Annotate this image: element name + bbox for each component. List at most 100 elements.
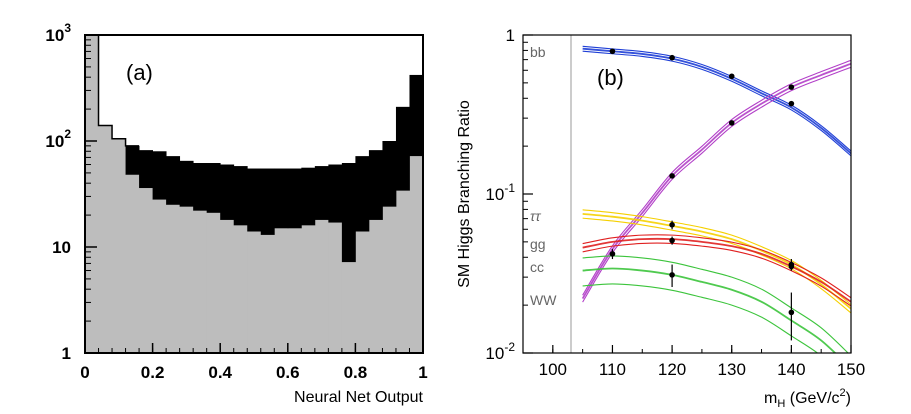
background-bar — [314, 219, 329, 353]
curve-gg-band — [582, 242, 851, 307]
histogram-bars — [85, 34, 424, 353]
background-bar — [166, 204, 181, 353]
x-tick-label: 130 — [718, 360, 746, 379]
xlabel-rest: (GeV/c — [785, 390, 839, 407]
signal-band-bar — [328, 164, 343, 223]
xlabel-close: ) — [846, 390, 851, 407]
channel-label-bb: bb — [530, 44, 546, 60]
data-point — [669, 222, 675, 228]
curve-gg-central — [582, 237, 851, 303]
signal-band-bar — [179, 160, 194, 207]
curve-ww-central — [581, 62, 851, 300]
panel-b-ylabel: SM Higgs Branching Ratio — [456, 100, 473, 288]
curve-cc-band — [582, 255, 849, 353]
panel-b-curves — [581, 45, 851, 353]
data-point — [728, 73, 735, 80]
signal-band-bar — [166, 156, 181, 205]
data-point — [669, 272, 675, 278]
x-tick-label: 0 — [80, 363, 89, 382]
signal-band-bar — [409, 74, 424, 157]
data-point — [609, 251, 616, 257]
xlabel-sup: 2 — [840, 387, 846, 399]
data-point — [609, 48, 616, 55]
background-bar — [301, 225, 316, 353]
signal-band-bar — [382, 141, 397, 207]
panel-b-ticks: 100 110 120 130 140 150 1 10-1 10-2 — [485, 26, 865, 379]
y-tick-label: 102 — [45, 127, 71, 151]
signal-band-bar — [139, 150, 153, 189]
background-bar — [274, 228, 289, 353]
background-bar — [206, 212, 221, 353]
curve-cc-band — [582, 283, 819, 353]
panel-a-frame — [84, 34, 424, 354]
data-point — [788, 309, 795, 316]
channel-label-ww: WW — [530, 292, 557, 308]
background-bar — [328, 222, 343, 353]
x-tick-label: 140 — [777, 360, 805, 379]
y-tick-exponent: 2 — [64, 127, 71, 141]
data-point — [728, 120, 735, 126]
background-bar — [179, 206, 194, 353]
background-bar — [247, 231, 262, 353]
x-tick-label: 1 — [418, 363, 427, 382]
background-bar — [125, 174, 140, 353]
data-point — [788, 84, 795, 90]
xlabel-sub: H — [777, 398, 785, 410]
signal-band-bar — [247, 168, 262, 232]
data-point — [669, 237, 675, 244]
channel-label-cc: cc — [530, 259, 544, 275]
histogram-outline — [85, 34, 140, 147]
background-bar — [395, 190, 410, 353]
background-bar — [341, 262, 356, 353]
background-bar — [409, 156, 424, 353]
signal-band-bar — [341, 163, 356, 263]
panel-a-xlabel: Neural Net Output — [294, 389, 424, 406]
x-tick-label: 100 — [539, 360, 567, 379]
curve-bb-central — [582, 47, 851, 155]
signal-band-bar — [368, 150, 383, 220]
channel-label-tautau: ττ — [530, 208, 541, 224]
y-tick-label: 1 — [62, 344, 71, 363]
background-bar — [382, 206, 397, 353]
y-tick-exponent: 3 — [64, 21, 71, 35]
x-tick-label: 150 — [837, 360, 865, 379]
background-bar — [368, 219, 383, 353]
background-bar — [260, 234, 275, 353]
x-tick-label: 0.2 — [141, 363, 165, 382]
signal-band-bar — [220, 164, 235, 220]
signal-band-bar — [152, 151, 167, 200]
xlabel-m: m — [764, 390, 777, 407]
signal-band-bar — [125, 145, 140, 175]
background-bar — [220, 219, 235, 353]
channel-labels: bb ττ gg cc WW — [530, 44, 557, 308]
panel-b-branching-ratio: 100 110 120 130 140 150 1 10-1 10-2 (b) bb ττ gg… — [456, 26, 865, 410]
panel-b-label: (b) — [597, 65, 624, 90]
x-tick-label: 0.4 — [208, 363, 232, 382]
curve-bb-band — [582, 45, 851, 152]
background-bar — [193, 210, 208, 353]
data-point — [788, 100, 795, 107]
x-tick-label: 0.8 — [344, 363, 368, 382]
background-bar — [355, 231, 370, 353]
curve-ww-band — [582, 66, 851, 303]
signal-band-bar — [355, 156, 370, 232]
channel-label-gg: gg — [530, 236, 546, 252]
panel-a-label: (a) — [126, 60, 153, 85]
data-point — [669, 54, 675, 61]
x-tick-label: 110 — [599, 360, 626, 379]
data-point — [788, 263, 795, 270]
curve-ww-band — [582, 59, 851, 296]
panel-b-xlabel: mH (GeV/c2) — [764, 387, 851, 410]
curve-bb-band — [582, 50, 851, 157]
y-tick-exponent: -1 — [504, 181, 515, 195]
signal-band-bar — [193, 163, 208, 211]
signal-band-bar — [233, 166, 248, 226]
background-bar — [152, 199, 167, 353]
x-tick-label: 0.6 — [276, 363, 300, 382]
y-tick-label: 10 — [52, 238, 71, 257]
curve-tautau-central — [582, 212, 851, 310]
y-tick-label: 10-1 — [485, 181, 515, 204]
signal-band-bar — [274, 168, 289, 229]
y-tick-label: 10-2 — [485, 340, 515, 363]
